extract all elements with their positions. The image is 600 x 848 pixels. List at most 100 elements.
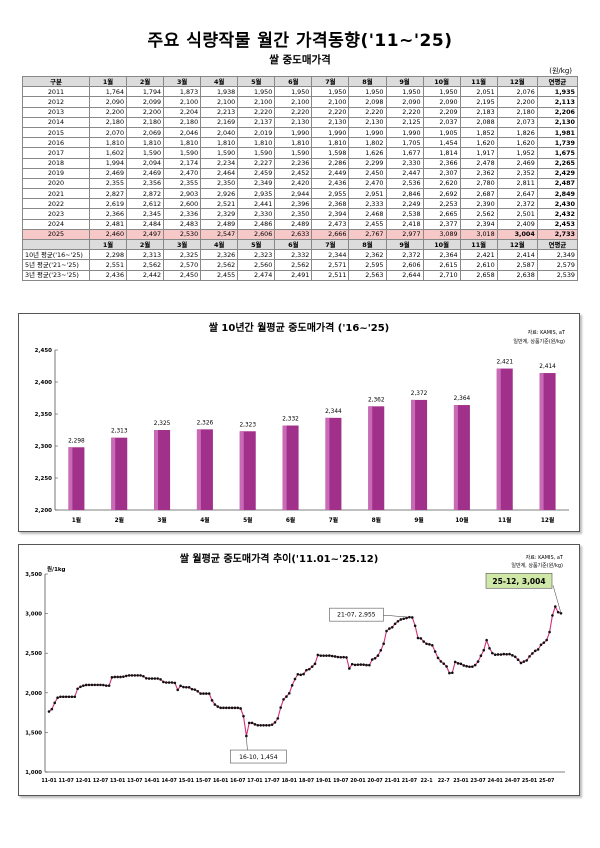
table-cell: 2,429 xyxy=(536,167,579,179)
table-cell: 2,362 xyxy=(348,249,387,261)
data-point xyxy=(250,721,254,725)
table-cell: 2,620 xyxy=(422,177,461,190)
table-cell: 2,612 xyxy=(126,198,165,210)
data-point xyxy=(305,668,308,672)
table-cell: 2,486 xyxy=(237,218,276,230)
data-point xyxy=(436,656,440,660)
table-cell: 2,436 xyxy=(311,177,350,190)
table-cell: 1,810 xyxy=(237,137,276,149)
table-cell: 2,478 xyxy=(459,157,498,169)
table-cell: 2,665 xyxy=(422,208,461,220)
row-label: 2020 xyxy=(22,177,90,190)
table-header-cell: 7월 xyxy=(311,75,350,88)
table-cell: 2,130 xyxy=(348,116,387,128)
x-tick-label: 18-07 xyxy=(299,778,314,784)
data-point xyxy=(513,655,517,659)
x-tick-label: 9월 xyxy=(414,516,423,524)
data-point xyxy=(522,660,526,663)
table-cell: 2,418 xyxy=(385,218,424,230)
data-label: 2,344 xyxy=(325,409,342,415)
data-point xyxy=(456,662,460,665)
table-cell: 2,587 xyxy=(496,259,538,271)
table-cell: 2,619 xyxy=(88,198,128,210)
table-cell: 2,100 xyxy=(200,96,239,108)
data-point xyxy=(170,681,174,684)
data-point xyxy=(47,710,51,713)
table-cell: 2,200 xyxy=(88,106,128,118)
table-cell: 2,307 xyxy=(422,167,461,179)
table-header-cell: 4월 xyxy=(200,238,239,251)
row-label: 2024 xyxy=(22,218,90,230)
table-cell: 2,326 xyxy=(200,249,239,261)
data-point xyxy=(124,674,128,678)
table-cell: 2,469 xyxy=(88,167,128,179)
data-point xyxy=(553,605,557,608)
data-point xyxy=(227,706,231,710)
data-point xyxy=(187,686,191,689)
table-cell: 2,570 xyxy=(163,259,202,271)
table-header-row: 구분 1월 2월 3월 4월 5월 6월 7월 8월 9월 10월 11월 12월 연평균 xyxy=(22,75,579,88)
bar-highlight xyxy=(496,368,501,510)
data-point xyxy=(242,714,245,718)
table-cell: 1,826 xyxy=(496,126,538,139)
data-point xyxy=(276,717,280,720)
data-point xyxy=(345,656,348,659)
data-point xyxy=(179,684,182,688)
data-point xyxy=(287,691,291,695)
table-cell: 2,333 xyxy=(348,198,387,210)
x-tick-label: 20-07 xyxy=(367,778,382,784)
x-tick-label: 15-01 xyxy=(179,778,194,784)
x-tick-label: 23-07 xyxy=(470,778,485,784)
data-point xyxy=(162,680,165,684)
data-point xyxy=(64,695,68,699)
data-point xyxy=(322,654,325,657)
row-label: 2015 xyxy=(22,126,90,139)
y-tick-label: 1,000 xyxy=(25,770,42,776)
data-point xyxy=(116,675,119,679)
table-cell: 2,562 xyxy=(200,259,239,271)
table-cell: 2,265 xyxy=(536,157,579,169)
y-tick-label: 3,500 xyxy=(25,572,42,578)
x-tick-label: 11-07 xyxy=(58,778,73,784)
table-cell: 2,180 xyxy=(496,106,538,118)
bar-highlight xyxy=(196,429,201,510)
table-cell: 2,236 xyxy=(274,157,313,169)
table-cell: 2,234 xyxy=(200,157,239,169)
table-cell: 2,600 xyxy=(163,198,202,210)
bar-highlight xyxy=(68,447,73,510)
annotation-label: 16-10, 1,454 xyxy=(239,754,278,761)
data-point xyxy=(316,653,320,657)
data-point xyxy=(173,681,177,685)
price-table: 구분 1월 2월 3월 4월 5월 6월 7월 8월 9월 10월 11월 12월 연평균 2011 1,76… xyxy=(22,75,579,281)
data-point xyxy=(293,677,297,681)
x-tick-label: 21-01 xyxy=(385,778,400,784)
data-point xyxy=(193,688,197,691)
x-tick-label: 11월 xyxy=(498,516,511,524)
data-point xyxy=(96,683,99,687)
table-cell: 2,253 xyxy=(422,198,461,210)
annotation-leader xyxy=(552,585,562,614)
table-cell: 2,313 xyxy=(126,249,165,261)
data-point xyxy=(531,652,534,655)
data-point xyxy=(508,652,511,656)
table-header-cell: 2월 xyxy=(126,75,165,88)
table-cell: 2,452 xyxy=(274,167,313,179)
x-tick-label: 19-07 xyxy=(333,778,348,784)
table-header-cell: 연평균 xyxy=(536,75,579,88)
table-cell: 2,687 xyxy=(459,188,498,200)
table-cell: 2,442 xyxy=(126,269,165,281)
data-point xyxy=(479,654,483,658)
data-label: 2,414 xyxy=(539,364,556,370)
x-tick-label: 8월 xyxy=(372,516,381,524)
table-cell: 2,372 xyxy=(496,198,538,210)
table-cell: 2,562 xyxy=(126,259,165,271)
table-cell: 2,827 xyxy=(88,188,128,200)
page-title: 주요 식량작물 월간 가격동향('11~'25) xyxy=(147,31,453,51)
data-point xyxy=(419,637,423,640)
data-point xyxy=(485,638,488,642)
data-point xyxy=(350,662,354,666)
x-tick-label: 6월 xyxy=(286,516,295,524)
y-tick-label: 2,350 xyxy=(35,412,53,418)
table-cell: 2,220 xyxy=(274,106,313,118)
table-cell: 2,473 xyxy=(311,218,350,230)
